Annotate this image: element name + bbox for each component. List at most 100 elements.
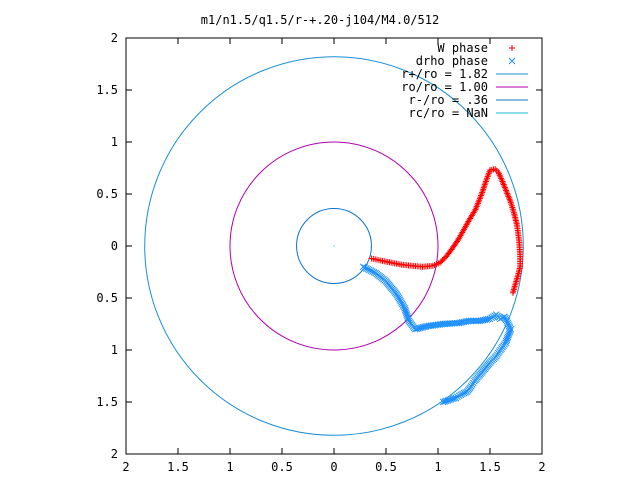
y-tick-label-1: 1.5	[96, 395, 118, 409]
trail-0-19-1	[500, 180, 507, 187]
radius-circle-1	[229, 141, 439, 351]
legend-marker-1	[508, 57, 516, 65]
trail-1-17-4-b	[498, 345, 505, 352]
trail-1-12-3-b	[491, 312, 499, 320]
trail-1-23-2	[468, 381, 476, 389]
plot-axes: 2 1.5 1 0.5 0 0.5 1 1.5 221.510.500.511.52	[96, 31, 545, 474]
x-tick-label-1: 1.5	[167, 460, 189, 474]
y-tick-label-8: 2	[111, 31, 118, 45]
x-tick-label-6: 1	[434, 460, 441, 474]
trail-1-22-4-b	[472, 376, 479, 384]
point-0-20	[503, 188, 510, 195]
chart-title: m1/n1.5/q1.5/r-+.20-j104/M4.0/512	[201, 13, 439, 27]
trail-1-14-1-b	[499, 314, 506, 322]
y-tick-label-7: 1.5	[96, 83, 118, 97]
y-tick-label-6: 1	[111, 135, 118, 149]
trail-1-3-9-b	[400, 303, 408, 311]
x-tick-label-3: 0.5	[271, 460, 293, 474]
y-tick-label-4: 0	[111, 239, 118, 253]
trail-0-14-3	[480, 186, 487, 193]
trail-1-0-5-b	[367, 267, 375, 275]
trail-1-17-4	[498, 345, 505, 352]
trail-1-0-6	[369, 268, 376, 275]
trail-1-16-7	[503, 336, 511, 344]
trail-1-27-6	[442, 397, 450, 405]
legend-marker-0	[509, 45, 515, 51]
y-tick-label-2: 1	[111, 343, 118, 357]
legend-label-5: rc/ro = NaN	[409, 106, 488, 120]
trail-1-0-3-b	[364, 265, 372, 273]
trail-0-20-1	[504, 190, 511, 197]
trail-0-14-5	[481, 183, 488, 190]
trail-1-15-4-b	[504, 319, 512, 327]
trail-1-27-7-b	[441, 398, 449, 405]
trail-1-0-2-b	[362, 265, 370, 272]
trail-0-20-2	[504, 191, 511, 198]
trail-1-2-9-b	[392, 289, 399, 296]
y-tick-label-3: 0.5	[96, 291, 118, 305]
trail-1-15-5-b	[505, 321, 512, 328]
trail-0-19-6	[503, 187, 510, 194]
series-1	[359, 263, 515, 406]
trail-0-5-5	[428, 262, 435, 269]
legend-label-0: W phase	[437, 41, 488, 55]
y-tick-label-5: 0.5	[96, 187, 118, 201]
trail-1-4-4-b	[403, 311, 411, 318]
legend-label-3: ro/ro = 1.00	[401, 80, 488, 94]
trail-1-25-3	[459, 390, 466, 398]
trail-0-14-4	[480, 184, 487, 191]
trail-1-23-2-b	[468, 381, 476, 389]
trail-1-8-7-b	[451, 319, 459, 327]
trail-1-10-4	[472, 317, 480, 325]
trail-1-25-2-b	[460, 389, 468, 397]
series-0	[368, 166, 524, 296]
trail-0-20-6	[507, 197, 514, 204]
x-tick-label-7: 1.5	[479, 460, 501, 474]
trail-1-26-2-b	[454, 393, 461, 401]
legend-label-2: r+/ro = 1.82	[401, 67, 488, 81]
trail-0-27-10	[510, 288, 517, 295]
trail-0-21-5	[510, 207, 517, 214]
trail-1-4-6-b	[404, 314, 412, 322]
trail-0-12-5	[470, 209, 477, 216]
x-tick-label-8: 2	[538, 460, 545, 474]
trail-1-9-4-b	[462, 318, 470, 325]
trail-1-4-7-b	[405, 315, 412, 323]
trail-0-18-5	[498, 176, 505, 183]
y-tick-label-0: 2	[111, 447, 118, 461]
trail-0-6-3	[435, 260, 442, 267]
x-tick-label-2: 1	[226, 460, 233, 474]
radius-circle-2	[296, 208, 372, 284]
trail-1-6-6-b	[421, 323, 428, 331]
trail-0-0-4	[375, 257, 382, 264]
trail-1-15-1-b	[501, 314, 509, 322]
trail-0-16-2	[490, 166, 497, 173]
center-dot	[333, 245, 335, 247]
trail-1-0-7-b	[370, 268, 378, 276]
trail-0-20-4	[506, 194, 513, 201]
trail-1-4-5-b	[403, 312, 411, 320]
trail-1-11-4	[483, 316, 490, 323]
trail-0-11-5	[465, 218, 472, 225]
trail-1-0-6-b	[369, 268, 376, 275]
trail-1-27-7	[441, 398, 449, 405]
trail-1-0-1-b	[361, 264, 369, 271]
trail-1-13-2-b	[495, 314, 503, 321]
trail-0-19-3	[501, 182, 508, 189]
trail-1-16-7-b	[503, 336, 511, 344]
trail-0-26-4	[515, 270, 522, 277]
trail-0-2-5	[396, 261, 403, 268]
legend-label-4: r-/ro = .36	[409, 93, 488, 107]
trail-1-25-3-b	[459, 390, 466, 398]
trail-1-15-2-b	[502, 316, 510, 324]
trail-0-10-5	[460, 227, 467, 234]
x-tick-label-0: 2	[122, 460, 129, 474]
trail-0-17-1	[493, 167, 500, 174]
trail-0-20-5	[506, 196, 513, 203]
trail-1-26-2	[454, 393, 461, 401]
trail-0-19-2	[500, 181, 507, 188]
trail-1-4-3-b	[402, 309, 410, 317]
trail-1-25-2	[460, 389, 468, 397]
